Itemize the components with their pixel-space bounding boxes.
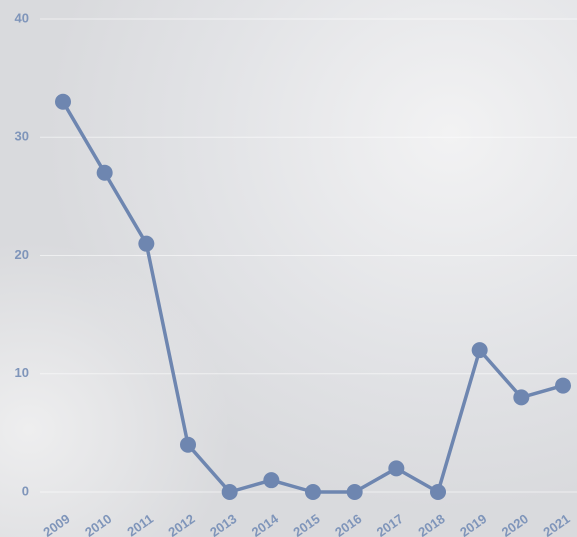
y-tick-label: 20	[15, 247, 29, 262]
y-tick-label: 10	[15, 365, 29, 380]
data-point	[347, 484, 363, 500]
data-point	[555, 378, 571, 394]
data-point	[55, 94, 71, 110]
data-point	[180, 437, 196, 453]
y-tick-label: 40	[15, 10, 29, 25]
data-point	[97, 165, 113, 181]
y-tick-label: 30	[15, 129, 29, 144]
chart: 0102030402009201020112012201320142015201…	[0, 0, 577, 537]
data-point	[222, 484, 238, 500]
data-point	[513, 389, 529, 405]
data-point	[388, 460, 404, 476]
data-point	[138, 236, 154, 252]
page: {"chart_data": {"type": "line", "categor…	[0, 0, 577, 537]
data-point	[263, 472, 279, 488]
data-point	[430, 484, 446, 500]
data-point	[305, 484, 321, 500]
background-shade	[0, 0, 577, 537]
data-point	[472, 342, 488, 358]
y-tick-label: 0	[22, 483, 29, 498]
